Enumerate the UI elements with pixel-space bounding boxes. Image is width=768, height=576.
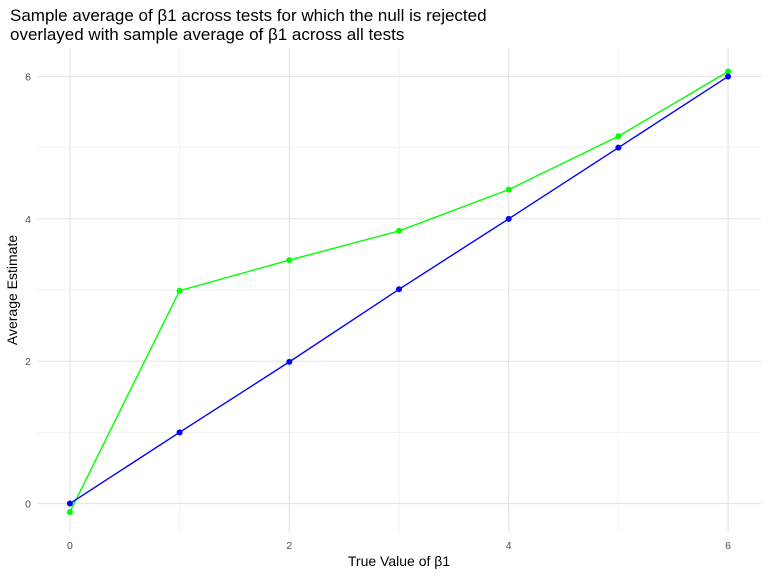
x-axis-title: True Value of β1 [348, 553, 450, 569]
series-2-point [286, 358, 293, 365]
series-2-point [615, 144, 622, 151]
y-tick-label: 0 [25, 499, 31, 511]
series-2-point [66, 500, 73, 507]
series-2-point [396, 286, 402, 293]
x-tick-label: 2 [286, 540, 292, 552]
y-tick-label: 4 [25, 214, 31, 226]
series-2-point [176, 429, 183, 436]
grid-lines [37, 48, 761, 532]
series-1-point [615, 133, 622, 140]
series-1-point [396, 227, 402, 234]
chart-title-line-2: overlayed with sample average of β1 acro… [10, 25, 405, 44]
series-1-point [176, 287, 183, 294]
series-1-point [66, 509, 73, 516]
series-1-point [505, 186, 512, 193]
x-tick-label: 4 [506, 540, 512, 552]
series-layer [66, 68, 732, 516]
series-1-point [286, 257, 293, 264]
series-1-point [725, 68, 732, 75]
series-2-point [725, 73, 732, 80]
axis-layer: 0 2 4 6 0 2 4 6 [25, 71, 731, 552]
chart-title-line-1: Sample average of β1 across tests for wh… [10, 6, 487, 25]
series-2-point [505, 215, 512, 222]
y-tick-label: 6 [25, 71, 31, 83]
chart-title: Sample average of β1 across tests for wh… [10, 6, 487, 44]
x-tick-label: 6 [725, 540, 731, 552]
y-axis-title: Average Estimate [4, 235, 20, 345]
y-tick-label: 2 [25, 356, 31, 368]
x-tick-label: 0 [67, 540, 73, 552]
